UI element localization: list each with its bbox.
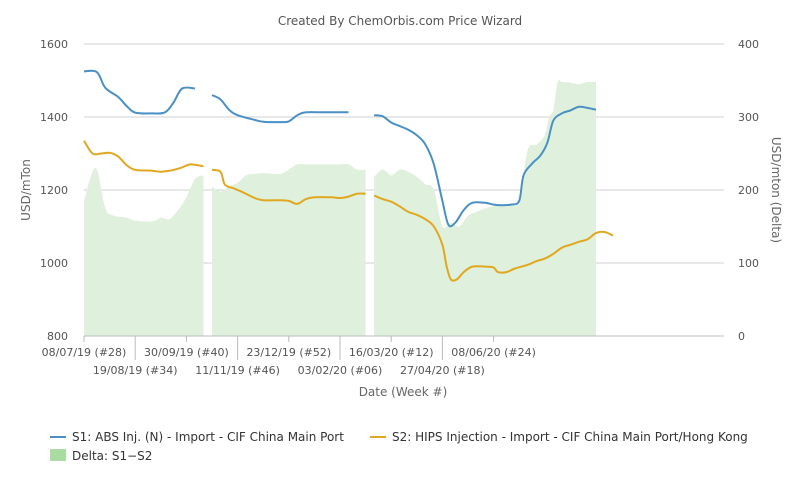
- legend-item-delta[interactable]: Delta: S1−S2: [50, 449, 152, 463]
- delta-area-segment: [374, 79, 596, 336]
- y-left-tick-label: 1600: [40, 38, 68, 51]
- y-right-tick-label: 300: [738, 111, 759, 124]
- x-tick-label: 08/07/19 (#28): [42, 346, 127, 359]
- s1-line-segment[interactable]: [83, 69, 195, 115]
- legend-delta-swatch: [50, 449, 66, 461]
- legend: S1: ABS Inj. (N) - Import - CIF China Ma…: [50, 430, 748, 463]
- y-left-tick-label: 1000: [40, 257, 68, 270]
- legend-delta-label: Delta: S1−S2: [72, 449, 152, 463]
- x-tick-label: 03/02/20 (#06): [298, 364, 383, 377]
- s2-line-segment[interactable]: [211, 168, 366, 205]
- s1-line-segment[interactable]: [211, 94, 349, 124]
- x-tick-label: 08/06/20 (#24): [451, 346, 536, 359]
- delta-area-layer: [84, 79, 596, 336]
- x-tick-label: 30/09/19 (#40): [144, 346, 229, 359]
- x-axis-title: Date (Week #): [359, 385, 448, 399]
- x-tick-label: 11/11/19 (#46): [195, 364, 280, 377]
- legend-item-s2[interactable]: S2: HIPS Injection - Import - CIF China …: [370, 430, 748, 444]
- legend-s2-label: S2: HIPS Injection - Import - CIF China …: [392, 430, 748, 444]
- x-tick-label: 27/04/20 (#18): [400, 364, 485, 377]
- y-left-tick-label: 1200: [40, 184, 68, 197]
- series-lines-layer: [83, 69, 614, 282]
- axes: 800 1000 1200 1400 1600 0 100 200 300 400 08/07/19…: [40, 38, 759, 377]
- chart-title: Created By ChemOrbis.com Price Wizard: [278, 14, 522, 28]
- s2-line-segment[interactable]: [83, 140, 204, 173]
- y-left-tick-label: 800: [47, 330, 68, 343]
- y-left-tick-label: 1400: [40, 111, 68, 124]
- y-right-tick-label: 400: [738, 38, 759, 51]
- y-right-tick-label: 0: [738, 330, 745, 343]
- delta-area-segment: [212, 164, 366, 336]
- x-tick-label: 23/12/19 (#52): [246, 346, 331, 359]
- legend-s1-label: S1: ABS Inj. (N) - Import - CIF China Ma…: [72, 430, 344, 444]
- legend-item-s1[interactable]: S1: ABS Inj. (N) - Import - CIF China Ma…: [50, 430, 344, 444]
- delta-area-segment: [84, 167, 204, 336]
- y-right-tick-label: 100: [738, 257, 759, 270]
- y-axis-right-title: USD/mton (Delta): [769, 137, 783, 243]
- y-right-tick-label: 200: [738, 184, 759, 197]
- s2-line-segment[interactable]: [373, 194, 614, 282]
- s1-line-segment[interactable]: [373, 105, 597, 228]
- x-tick-label: 19/08/19 (#34): [93, 364, 178, 377]
- x-tick-label: 16/03/20 (#12): [349, 346, 434, 359]
- y-axis-left-title: USD/mTon: [19, 159, 33, 221]
